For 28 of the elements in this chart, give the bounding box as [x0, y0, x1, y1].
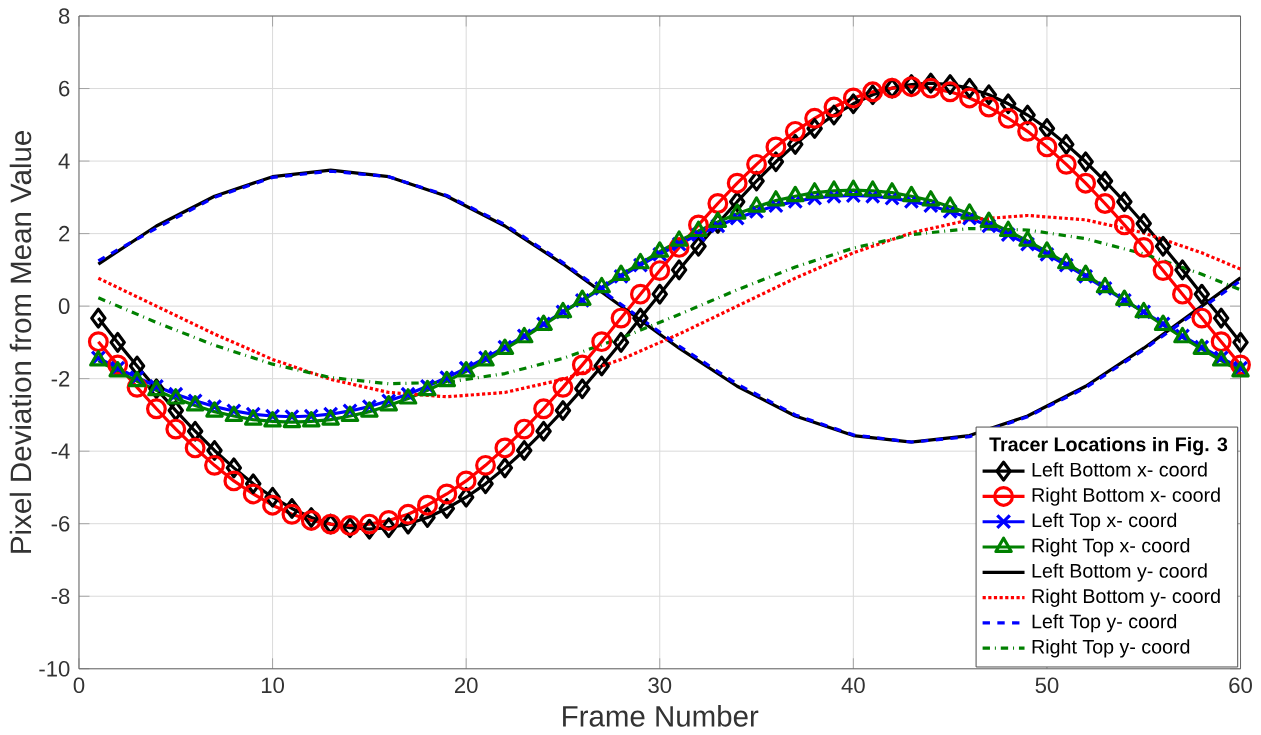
y-tick-label: 0 — [58, 298, 70, 315]
y-tick-label: 8 — [58, 8, 70, 24]
x-tick-label: 20 — [454, 677, 478, 694]
legend-label: Left Top x- coord — [1032, 512, 1177, 532]
legend-title: Tracer Locations in Fig. 3 — [989, 436, 1228, 456]
y-tick-label: -4 — [51, 443, 70, 459]
x-tick-label: 40 — [841, 677, 865, 694]
x-tick-label: 0 — [73, 677, 85, 694]
y-tick-label: -8 — [51, 588, 70, 605]
x-tick-label: 30 — [648, 677, 672, 694]
x-axis-title: Frame Number — [563, 705, 759, 727]
legend-label: Left Bottom x- coord — [1032, 462, 1207, 477]
legend-label: Left Top y- coord — [1032, 613, 1177, 633]
y-tick-label: 6 — [59, 80, 70, 97]
y-axis-title: Pixel Deviation from Mean Value — [9, 131, 32, 553]
legend-label: Right Bottom y- coord — [1032, 588, 1220, 608]
x-tick-label: 10 — [261, 677, 285, 694]
legend-label: Left Bottom y- coord — [1032, 563, 1207, 582]
y-tick-label: -10 — [39, 660, 70, 677]
y-tick-label: 2 — [59, 225, 70, 242]
legend-label: Right Top x- coord — [1032, 538, 1190, 557]
x-tick-label: 50 — [1035, 677, 1059, 694]
y-tick-label: -2 — [51, 370, 70, 387]
y-tick-label: -6 — [51, 515, 70, 532]
legend-label: Right Bottom x- coord — [1032, 487, 1220, 506]
x-tick-label: 60 — [1229, 677, 1252, 694]
y-tick-label: 4 — [58, 153, 70, 169]
legend-label: Right Top y- coord — [1032, 639, 1190, 658]
